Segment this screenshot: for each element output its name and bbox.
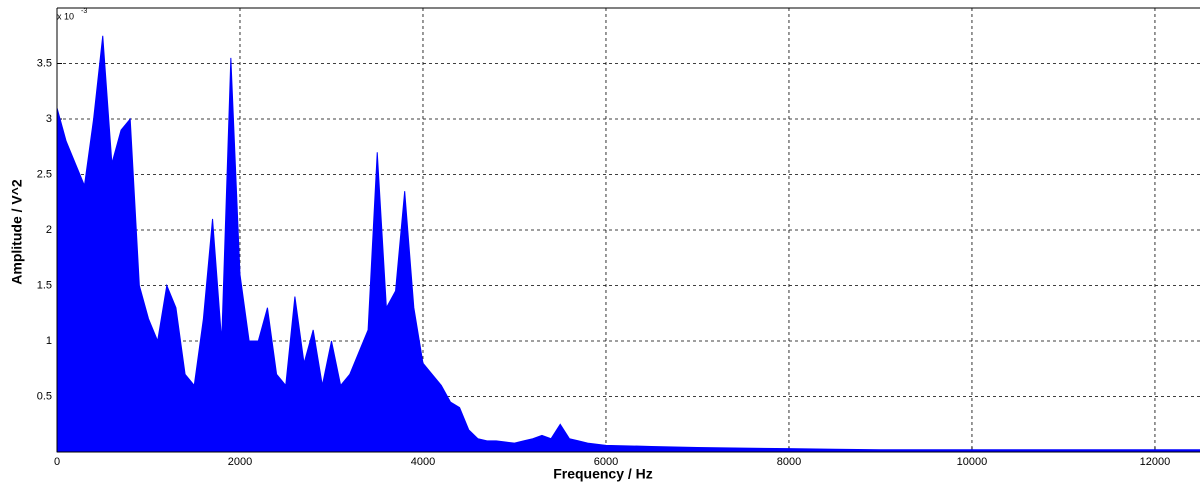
x-axis-label: Frequency / Hz bbox=[553, 466, 653, 482]
axis-multiplier: x 10 bbox=[57, 11, 74, 21]
y-tick-label: 2 bbox=[46, 224, 52, 236]
y-tick-label: 2.5 bbox=[37, 168, 52, 180]
y-tick-label: 3 bbox=[46, 113, 52, 125]
y-tick-label: 1 bbox=[46, 335, 52, 347]
axis-multiplier-exponent: -3 bbox=[81, 8, 87, 15]
x-tick-label: 4000 bbox=[411, 456, 435, 468]
x-tick-label: 8000 bbox=[777, 456, 801, 468]
y-tick-label: 1.5 bbox=[37, 279, 52, 291]
x-tick-label: 10000 bbox=[957, 456, 988, 468]
y-axis-label: Amplitude / V^2 bbox=[9, 179, 25, 285]
y-tick-label: 0.5 bbox=[37, 390, 52, 402]
y-tick-label: 3.5 bbox=[37, 57, 52, 69]
x-tick-label: 0 bbox=[54, 456, 60, 468]
x-tick-label: 12000 bbox=[1140, 456, 1171, 468]
spectrum bbox=[56, 35, 1200, 453]
x-tick-label: 2000 bbox=[228, 456, 252, 468]
x-tick-label: 6000 bbox=[594, 456, 618, 468]
